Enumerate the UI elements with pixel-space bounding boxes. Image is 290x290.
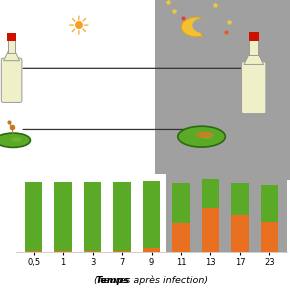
FancyBboxPatch shape xyxy=(3,59,20,101)
Bar xyxy=(54,251,72,252)
Bar xyxy=(249,40,258,55)
Bar xyxy=(8,33,16,41)
Bar xyxy=(113,182,131,251)
FancyBboxPatch shape xyxy=(243,63,264,113)
Bar xyxy=(25,182,42,251)
Bar xyxy=(202,180,219,208)
Polygon shape xyxy=(3,52,20,61)
Text: Temps: Temps xyxy=(95,276,130,285)
Bar xyxy=(54,182,72,251)
FancyBboxPatch shape xyxy=(242,62,266,114)
Bar xyxy=(172,223,190,252)
Wedge shape xyxy=(181,17,203,37)
Bar xyxy=(8,40,15,53)
Bar xyxy=(16,168,166,256)
Bar xyxy=(84,182,101,251)
Bar xyxy=(84,251,101,252)
Bar xyxy=(172,183,190,223)
Bar xyxy=(202,208,219,252)
FancyBboxPatch shape xyxy=(1,58,22,102)
Bar xyxy=(113,251,131,252)
Ellipse shape xyxy=(11,137,22,142)
Ellipse shape xyxy=(0,133,30,147)
Ellipse shape xyxy=(199,133,213,139)
Bar xyxy=(249,32,259,41)
Bar xyxy=(261,185,278,222)
Circle shape xyxy=(192,17,218,34)
Bar xyxy=(25,251,42,252)
Polygon shape xyxy=(244,54,264,64)
Bar xyxy=(231,215,249,252)
Ellipse shape xyxy=(178,126,225,147)
Bar xyxy=(155,0,290,180)
Bar xyxy=(143,248,160,252)
Ellipse shape xyxy=(196,132,213,138)
Text: (heures après infection): (heures après infection) xyxy=(94,275,208,285)
Bar xyxy=(231,183,249,215)
Bar xyxy=(143,181,160,248)
Text: ☀: ☀ xyxy=(66,14,90,40)
Bar xyxy=(261,222,278,252)
